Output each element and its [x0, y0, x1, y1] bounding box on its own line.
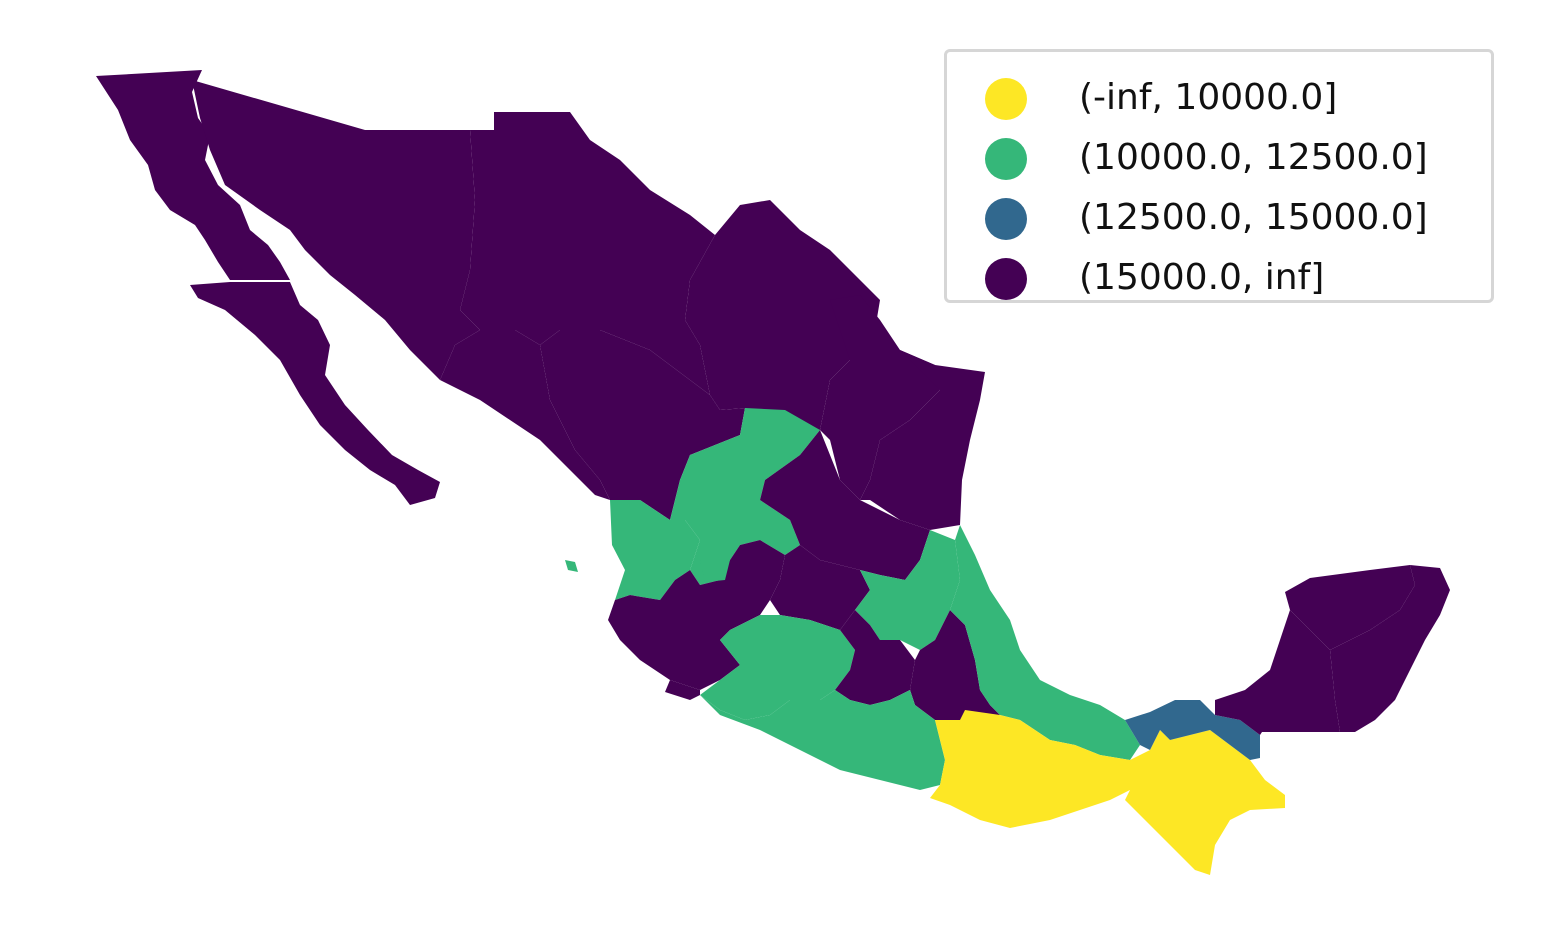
legend-marker-icon	[985, 258, 1027, 300]
region-chihuahua	[460, 112, 715, 395]
region-tamaulipas	[860, 350, 985, 530]
region-sinaloa	[440, 330, 610, 500]
region-islas-marias	[565, 560, 578, 572]
legend-marker-icon	[985, 78, 1027, 120]
region-baja-california	[96, 70, 290, 280]
region-jalisco	[608, 540, 785, 690]
region-yucatan	[1285, 565, 1415, 650]
legend-label: (12500.0, 15000.0]	[1079, 197, 1428, 238]
region-quintana-roo	[1330, 565, 1450, 732]
region-tabasco	[1125, 700, 1260, 760]
legend-item: (10000.0, 12500.0]	[947, 126, 1491, 186]
region-guerrero	[700, 690, 945, 790]
region-san-luis-potosi	[760, 430, 930, 580]
region-nuevo-leon	[820, 295, 940, 500]
region-durango	[540, 330, 745, 520]
region-campeche	[1215, 610, 1340, 735]
region-aguascalientes	[700, 550, 730, 582]
legend-label: (10000.0, 12500.0]	[1079, 137, 1428, 178]
legend-marker-icon	[985, 138, 1027, 180]
legend-label: (15000.0, inf]	[1079, 257, 1325, 298]
legend-item: (12500.0, 15000.0]	[947, 186, 1491, 246]
legend-marker-icon	[985, 198, 1027, 240]
region-chiapas	[1125, 730, 1285, 875]
legend-item: (-inf, 10000.0]	[947, 66, 1491, 126]
legend-label: (-inf, 10000.0]	[1079, 77, 1338, 118]
region-nayarit	[610, 500, 700, 600]
region-sonora	[192, 80, 480, 380]
region-oaxaca	[930, 710, 1130, 828]
legend: (-inf, 10000.0] (10000.0, 12500.0] (1250…	[944, 49, 1494, 303]
region-colima	[665, 680, 700, 700]
region-veracruz	[950, 525, 1140, 760]
region-puebla	[910, 610, 1000, 720]
region-zacatecas	[670, 408, 820, 585]
region-estado-de-mexico	[835, 610, 915, 705]
region-hidalgo	[855, 530, 960, 650]
region-michoacan	[700, 615, 855, 720]
region-guanajuato	[770, 545, 870, 630]
legend-item: (15000.0, inf]	[947, 246, 1491, 306]
region-baja-california-sur	[190, 282, 440, 505]
region-coahuila	[685, 200, 880, 430]
